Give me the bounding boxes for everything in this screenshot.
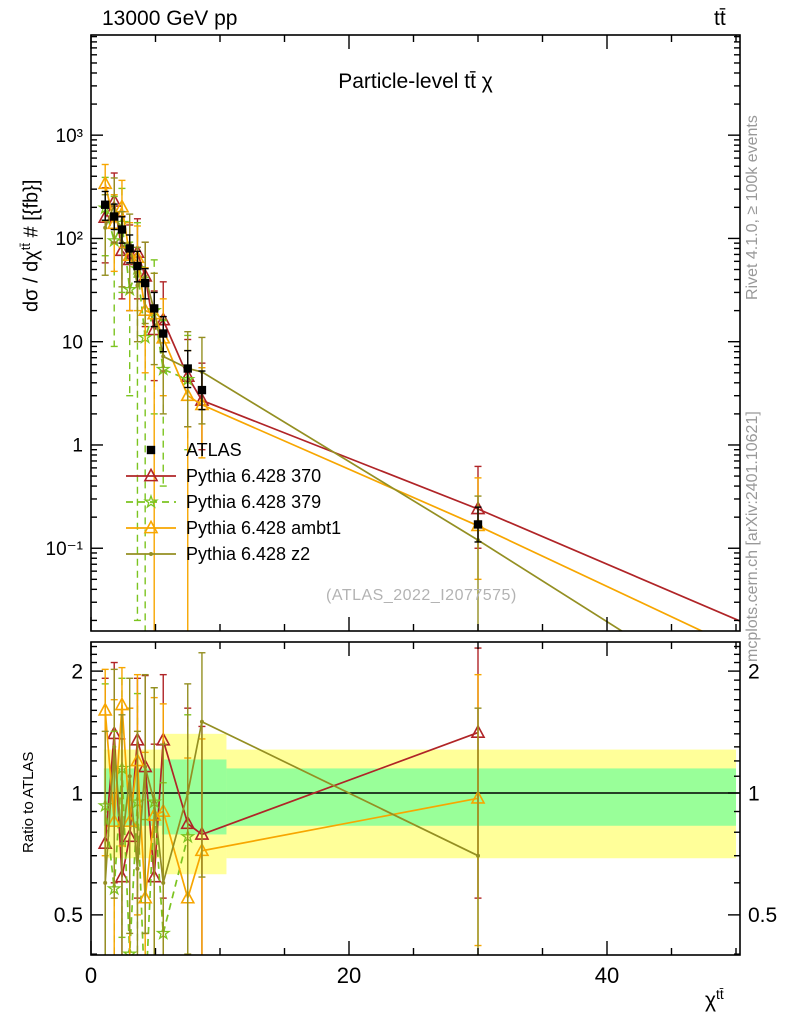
svg-text:10: 10 — [62, 332, 83, 353]
y-axis — [91, 35, 740, 622]
svg-text:40: 40 — [595, 963, 619, 988]
mcplots-note: mcplots.cern.ch [arXiv:2401.10621] — [744, 411, 761, 662]
svg-text:Pythia 6.428 ambt1: Pythia 6.428 ambt1 — [186, 518, 341, 538]
svg-text:Pythia 6.428 370: Pythia 6.428 370 — [186, 466, 321, 486]
series-atlas — [101, 190, 483, 543]
header-process-label: tt̄ — [714, 7, 726, 30]
x-label-pre: χ — [705, 989, 717, 1012]
panel-frame — [90, 34, 741, 632]
main-y-label-pre: dσ / dχ — [20, 250, 43, 312]
y-axis — [91, 645, 740, 955]
series-pythia-6-428-z2 — [101, 652, 482, 955]
y-tick-labels: 0.5 0.5 1 1 2 2 — [54, 660, 777, 927]
main-y-axis-label: dσ / dχtt̄ # [{fb}] — [18, 180, 44, 312]
main-y-label-sup: tt̄ — [18, 243, 33, 251]
legend-item-pythia-6-428-ambt1: Pythia 6.428 ambt1 — [126, 518, 341, 538]
plot-title: Particle-level tt̄ χ — [338, 70, 493, 93]
svg-text:0.5: 0.5 — [54, 904, 83, 927]
svg-text:2: 2 — [71, 660, 83, 683]
svg-text:1: 1 — [72, 436, 83, 457]
x-tick-labels: 0 20 40 — [85, 963, 619, 988]
svg-text:20: 20 — [337, 963, 361, 988]
svg-text:10²: 10² — [56, 229, 83, 250]
y-tick-labels: 10³ 10² 10 1 10⁻¹ — [46, 126, 84, 560]
ratio-y-axis-label: Ratio to ATLAS — [20, 751, 37, 853]
svg-text:0.5: 0.5 — [748, 904, 777, 927]
uncertainty-bands — [103, 733, 737, 875]
svg-text:10⁻¹: 10⁻¹ — [46, 539, 84, 560]
legend-item-pythia-6-428-370: Pythia 6.428 370 — [126, 466, 321, 486]
x-label-sup: tt̄ — [716, 987, 724, 1002]
x-axis-label: χtt̄ — [705, 987, 724, 1013]
svg-text:10³: 10³ — [56, 126, 83, 147]
svg-text:Pythia 6.428 379: Pythia 6.428 379 — [186, 492, 321, 512]
main-y-label-post: # [{fb}] — [20, 179, 43, 243]
svg-text:ATLAS: ATLAS — [186, 440, 242, 460]
legend-item-atlas: ATLAS — [146, 440, 242, 460]
x-axis — [90, 35, 737, 631]
legend-item-pythia-6-428-z2: Pythia 6.428 z2 — [126, 544, 310, 564]
svg-text:1: 1 — [748, 782, 760, 805]
svg-text:2: 2 — [748, 660, 760, 683]
svg-text:1: 1 — [71, 782, 83, 805]
legend-item-pythia-6-428-379: Pythia 6.428 379 — [126, 492, 321, 512]
rivet-version-note: Rivet 4.1.0, ≥ 100k events — [744, 115, 761, 300]
analysis-watermark: (ATLAS_2022_I2077575) — [326, 587, 517, 604]
svg-text:Pythia 6.428 z2: Pythia 6.428 z2 — [186, 544, 310, 564]
panel-frame — [90, 641, 741, 956]
header-beam-label: 13000 GeV pp — [102, 7, 238, 30]
svg-text:0: 0 — [85, 963, 97, 988]
legend: ATLAS Pythia 6.428 370 Pythia 6.428 379 Pyt… — [126, 440, 341, 564]
